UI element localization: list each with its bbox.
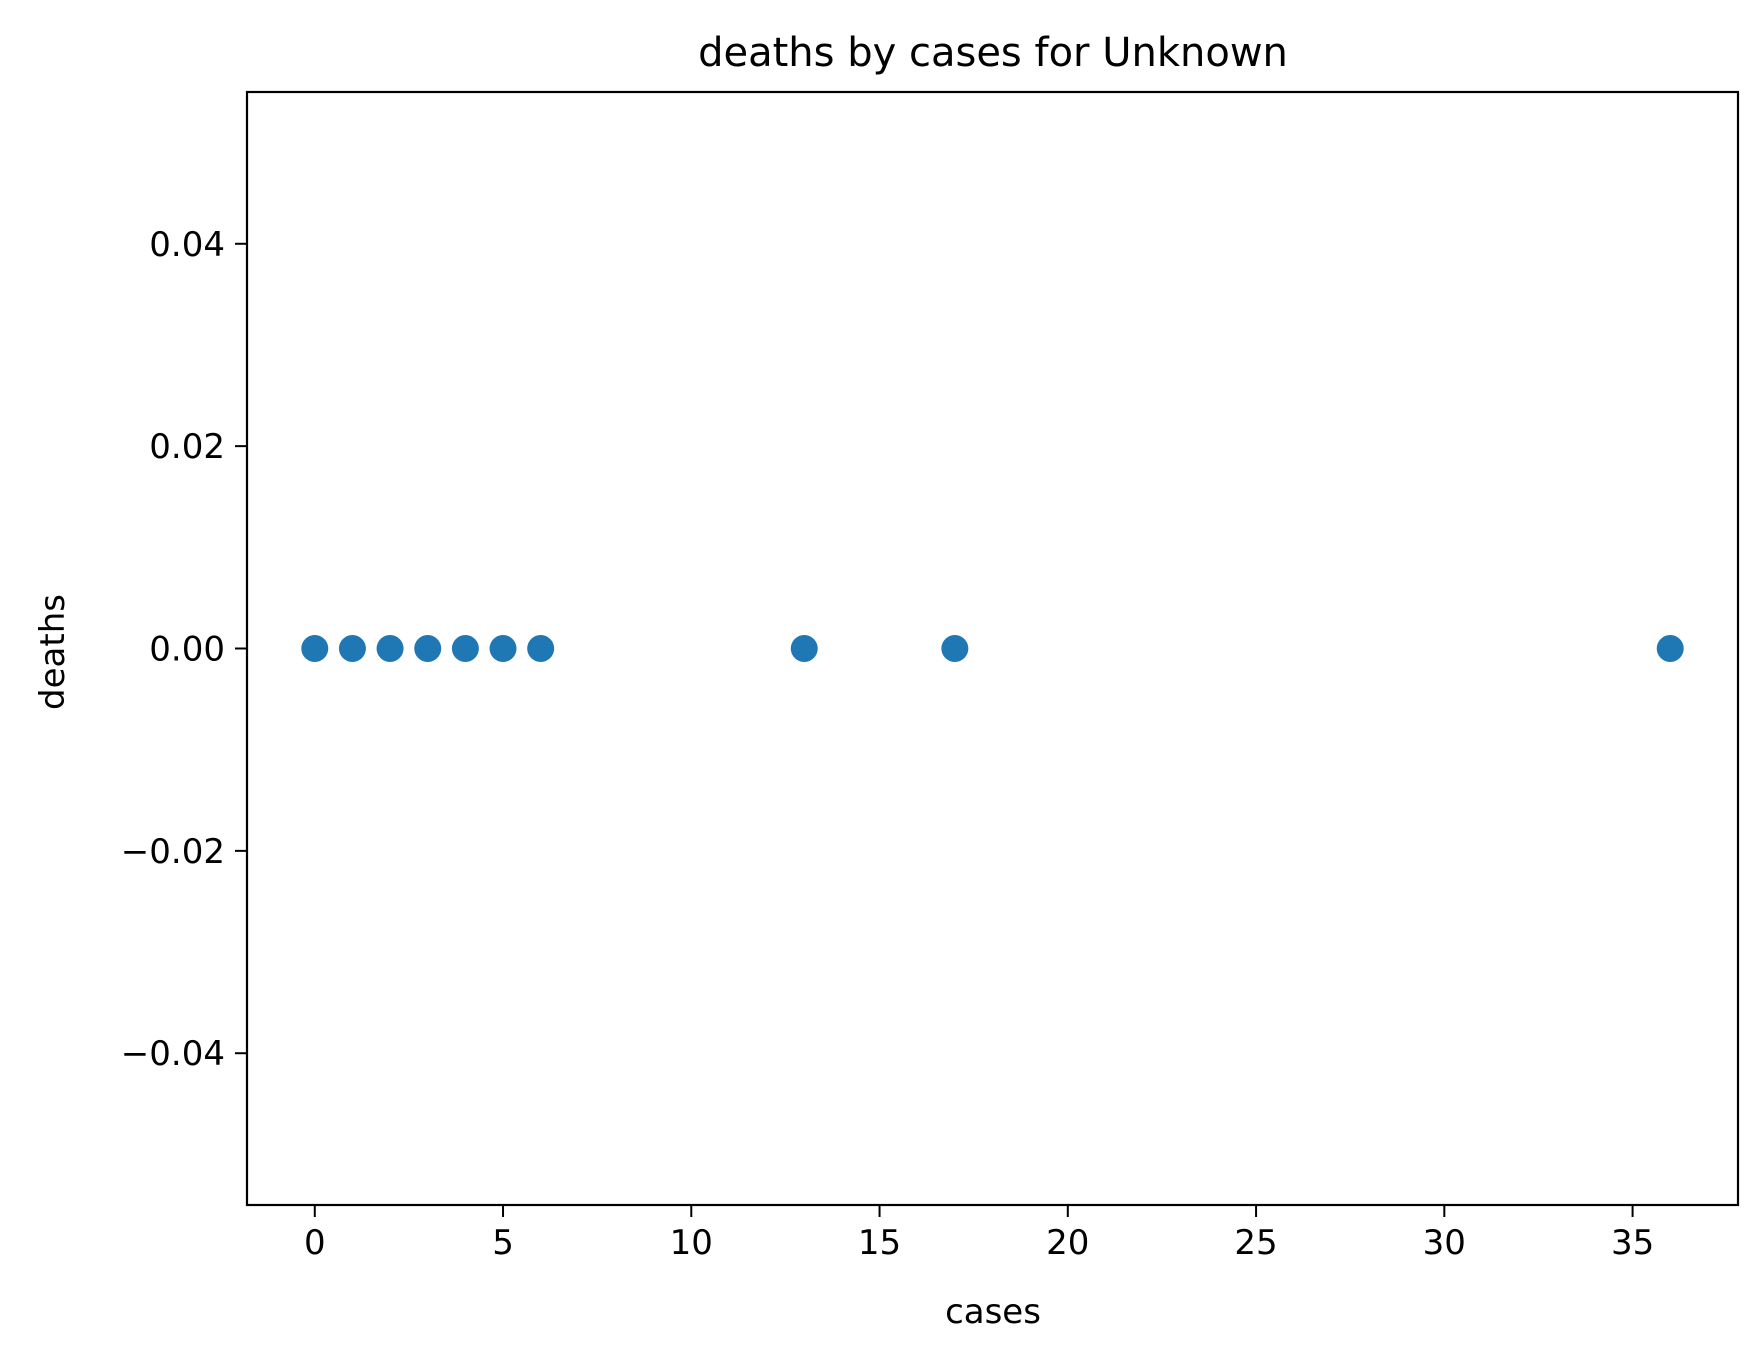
y-axis: −0.04 −0.02 0.00 0.02 0.04 (121, 225, 247, 1074)
x-axis: 0 5 10 15 20 25 30 35 (304, 1205, 1654, 1263)
x-tick-label: 35 (1611, 1223, 1654, 1263)
y-tick-label: 0.00 (149, 630, 225, 670)
y-tick-label: −0.04 (121, 1034, 225, 1074)
x-tick-label: 20 (1046, 1223, 1089, 1263)
data-point (527, 635, 555, 662)
x-tick-label: 10 (670, 1223, 713, 1263)
y-tick-label: 0.04 (149, 225, 225, 265)
chart-title: deaths by cases for Unknown (698, 30, 1288, 76)
data-point (1656, 635, 1684, 662)
data-point (376, 635, 404, 662)
x-tick-label: 0 (304, 1223, 326, 1263)
data-points (301, 635, 1684, 662)
x-axis-label: cases (945, 1292, 1041, 1332)
y-tick-label: 0.02 (149, 427, 225, 467)
x-tick-label: 25 (1234, 1223, 1277, 1263)
x-tick-label: 30 (1423, 1223, 1466, 1263)
data-point (451, 635, 479, 662)
data-point (941, 635, 969, 662)
data-point (414, 635, 442, 662)
data-point (489, 635, 517, 662)
x-tick-label: 15 (858, 1223, 901, 1263)
data-point (790, 635, 818, 662)
y-tick-label: −0.02 (121, 832, 225, 872)
x-tick-label: 5 (492, 1223, 514, 1263)
data-point (338, 635, 366, 662)
data-point (301, 635, 329, 662)
y-axis-label: deaths (33, 594, 73, 710)
